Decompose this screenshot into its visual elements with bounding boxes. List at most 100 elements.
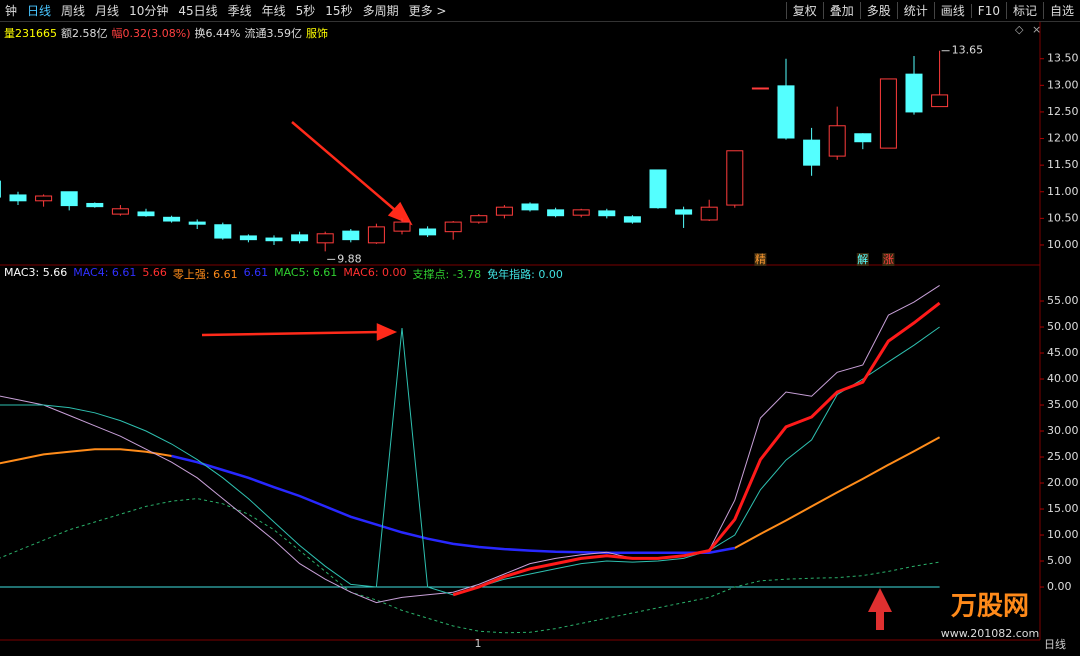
legend: MAC3: 5.66 MAC4: 6.61 5.66 零上强: 6.61 6.61 MAC… xyxy=(4,266,563,282)
candle-body xyxy=(239,235,257,241)
signal-box xyxy=(754,253,767,266)
indicator-line xyxy=(0,448,172,465)
candle-body xyxy=(367,226,385,244)
tab[interactable]: 日线 xyxy=(27,4,52,18)
y-tick-label: 12.50 xyxy=(1047,105,1079,118)
candle-body xyxy=(342,230,360,241)
y-tick-label: 40.00 xyxy=(1047,372,1079,385)
info-item: 换6.44% xyxy=(194,27,241,40)
candle-body xyxy=(188,221,206,225)
signal-box xyxy=(882,253,895,266)
y-tick-label: 10.50 xyxy=(1047,211,1079,224)
tab[interactable]: 多周期 xyxy=(362,4,399,18)
action-button[interactable]: 复权 xyxy=(785,2,823,19)
y-tick-label: 30.00 xyxy=(1047,424,1079,437)
candle-body xyxy=(547,209,565,217)
y-tick-label: 55.00 xyxy=(1047,294,1079,307)
candle-body xyxy=(751,87,769,90)
info-item: 幅0.32(3.08%) xyxy=(111,27,191,40)
signal-box xyxy=(856,253,869,266)
annotation-arrows xyxy=(201,121,413,341)
action-button[interactable]: 画线 xyxy=(933,2,971,19)
actions: 复权 叠加 多股 统计 画线 F10 标记 自选 xyxy=(785,0,1080,21)
candle-body xyxy=(419,228,437,236)
candle-body xyxy=(879,78,897,149)
y-tick-label: 13.50 xyxy=(1047,52,1079,65)
toolbar: 钟日线 周线 月线 10分钟 45日线 季线 年线 5秒 15秒 多周期 更多 > 复权 叠加 多股 统计画… xyxy=(0,0,1080,22)
watermark-title: 万股网 xyxy=(951,592,1029,622)
legend-entry: MAC3: 5.66 xyxy=(4,266,68,279)
candle-body xyxy=(931,94,949,108)
tab[interactable]: 45日线 xyxy=(178,4,218,18)
candle-body xyxy=(9,194,27,202)
candle-body xyxy=(316,233,334,244)
candle-body xyxy=(777,85,795,139)
y-tick-label: 0.00 xyxy=(1047,580,1072,593)
tab[interactable]: 钟 xyxy=(5,4,18,18)
candle-body xyxy=(495,206,513,216)
tab[interactable]: 年线 xyxy=(261,4,286,18)
candle-body xyxy=(111,208,129,215)
tab[interactable]: 10分钟 xyxy=(129,4,169,18)
signal: 涨 xyxy=(883,253,894,266)
legend-entry: 5.66 xyxy=(142,266,167,279)
tab[interactable]: 15秒 xyxy=(325,4,353,18)
signal: 解 xyxy=(857,252,868,266)
candle-body xyxy=(163,216,181,222)
legend-entry: 6.61 xyxy=(243,266,269,279)
action-button[interactable]: 叠加 xyxy=(822,2,860,19)
y-tick-label: 13.00 xyxy=(1047,78,1079,91)
action-button[interactable]: 统计 xyxy=(896,2,934,19)
close-icon[interactable]: × xyxy=(1032,23,1041,36)
indicator-line xyxy=(0,326,940,596)
watermark-logo xyxy=(868,588,892,630)
candle-body xyxy=(803,139,821,166)
period-label: 日线 xyxy=(1044,637,1066,651)
info-item: 流通3.59亿 xyxy=(244,27,302,40)
annotation-label: 13.65 xyxy=(952,44,984,57)
info-item: 量231665 xyxy=(4,27,57,40)
y-tick-label: 10.00 xyxy=(1047,528,1079,541)
tab[interactable]: 5秒 xyxy=(295,4,316,18)
annotation-label: 9.88 xyxy=(337,252,362,265)
tab[interactable]: 周线 xyxy=(61,4,86,18)
candle-body xyxy=(854,133,872,143)
legend-entry: 免年指路: 0.00 xyxy=(487,268,563,281)
info-item: 额2.58亿 xyxy=(61,27,108,40)
candle-body xyxy=(444,221,462,233)
tab[interactable]: 季线 xyxy=(227,4,252,18)
indicator-line xyxy=(0,498,940,634)
info-bar: 量231665 额2.58亿 幅0.32(3.08%) 换6.44% 流通3.59亿 服饰 xyxy=(4,25,328,41)
action-button[interactable]: 自选 xyxy=(1042,2,1080,19)
candle-body xyxy=(214,224,232,239)
action-button[interactable]: 多股 xyxy=(859,2,897,19)
candle-body xyxy=(905,73,923,113)
tabs: 钟日线 周线 月线 10分钟 45日线 季线 年线 5秒 15秒 多周期 更多 > xyxy=(0,0,451,21)
indicator-line xyxy=(452,301,941,597)
candle-body xyxy=(393,221,411,232)
candle-body xyxy=(598,210,616,217)
x-marker: 1 xyxy=(475,637,482,650)
y-tick-label: 15.00 xyxy=(1047,502,1079,515)
y-tick-label: 50.00 xyxy=(1047,320,1079,333)
icon[interactable]: ◇ xyxy=(1015,23,1024,36)
action-button[interactable]: F10 xyxy=(970,3,1006,18)
legend-entry: 零上强: 6.61 xyxy=(172,268,238,281)
candle-body xyxy=(265,237,283,242)
y-tick-label: 45.00 xyxy=(1047,346,1079,359)
action-button[interactable]: 标记 xyxy=(1005,2,1043,19)
candle-body xyxy=(291,234,309,242)
indicator-line xyxy=(734,436,941,549)
candle-body xyxy=(828,125,846,157)
legend-entry: 支撑点: -3.78 xyxy=(412,268,482,281)
tab[interactable]: 月线 xyxy=(95,4,120,18)
candle-body xyxy=(470,215,488,223)
signal: 精 xyxy=(755,253,766,266)
info-item: 服饰 xyxy=(305,27,328,40)
y-tick-label: 20.00 xyxy=(1047,476,1079,489)
indicator-line xyxy=(171,454,736,554)
y-tick-label: 11.00 xyxy=(1047,185,1079,198)
tab[interactable]: 更多 > xyxy=(408,4,447,18)
